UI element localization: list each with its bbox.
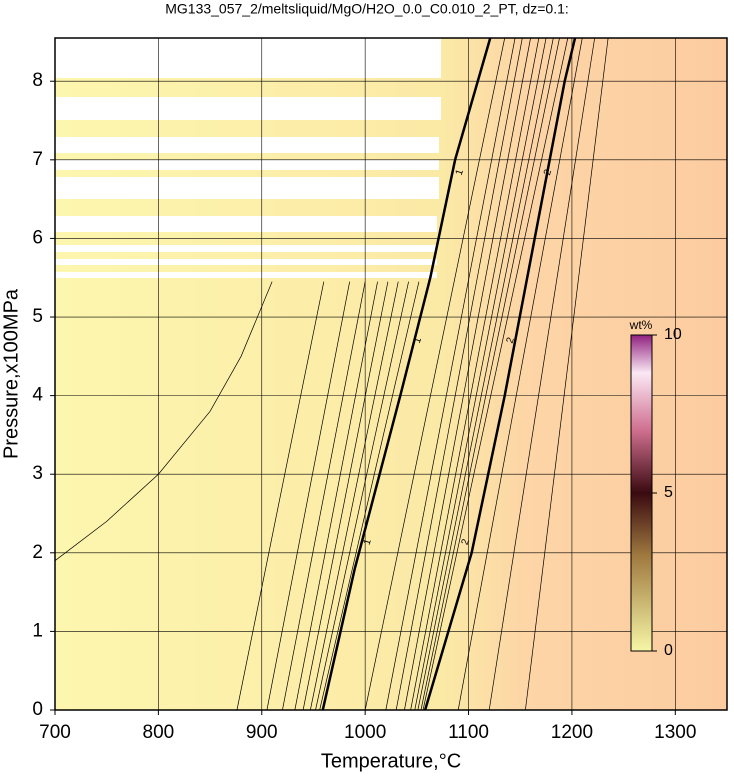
- plot-frame: [54, 37, 728, 711]
- x-tick-label: 1200: [551, 722, 593, 743]
- y-axis-label: Pressure,x100MPa: [0, 288, 22, 459]
- contour-line: [236, 281, 325, 711]
- y-tick-label: 1: [32, 620, 43, 641]
- contour-label: 2: [505, 336, 517, 345]
- x-tick-label: 900: [246, 722, 278, 743]
- contour-line: [319, 281, 420, 711]
- contour-line: [422, 37, 569, 711]
- x-tick-label: 1300: [654, 722, 696, 743]
- contour-line: [315, 281, 409, 711]
- contour-line: [282, 281, 366, 711]
- y-tick-label: 8: [32, 70, 43, 91]
- contour-line: [266, 281, 350, 711]
- contour-line: [423, 37, 577, 711]
- y-tick-label: 7: [32, 149, 43, 170]
- y-tick-label: 6: [32, 227, 43, 248]
- colorbar: [630, 334, 653, 652]
- contour-line: [385, 37, 516, 711]
- y-tick-label: 5: [32, 306, 43, 327]
- contour-label: 2: [542, 168, 554, 177]
- contour-line: [294, 281, 378, 711]
- y-tick-label: 4: [32, 385, 43, 406]
- x-tick-label: 1000: [344, 722, 386, 743]
- contour-label: 1: [362, 537, 374, 546]
- x-tick-label: 800: [143, 722, 175, 743]
- x-tick-label: 1100: [448, 722, 489, 743]
- contour-label: 2: [460, 537, 472, 546]
- contour-line: [404, 37, 531, 711]
- contour-line: [310, 281, 399, 711]
- contour-line: [525, 37, 609, 711]
- x-axis-label: Temperature,°C: [321, 750, 461, 772]
- contour-line: [395, 37, 523, 711]
- contour-line: [420, 37, 560, 711]
- contour-line: [410, 37, 540, 711]
- contour-line: [457, 37, 583, 711]
- colorbar-label: wt%: [629, 318, 653, 332]
- contour-label: 1: [412, 336, 424, 345]
- contour-line: [488, 37, 596, 711]
- y-tick-label: 2: [32, 542, 43, 563]
- colorbar-tick-label: 10: [664, 326, 682, 343]
- contour-line: [54, 281, 273, 561]
- y-tick-label: 0: [32, 699, 43, 720]
- contour-line: [302, 281, 389, 711]
- x-tick-label: 700: [39, 722, 71, 743]
- colorbar-tick-label: 5: [664, 484, 673, 501]
- contour-line: [364, 37, 506, 711]
- contour-label: 1: [454, 168, 466, 177]
- contour-line: [417, 37, 554, 711]
- contour-line: [414, 37, 547, 711]
- contour-line: [321, 37, 492, 711]
- colorbar-tick-label: 0: [664, 642, 673, 659]
- y-tick-label: 3: [32, 463, 43, 484]
- chart-title: MG133_057_2/meltsliquid/MgO/H2O_0.0_C0.0…: [165, 1, 569, 17]
- missing-region: [55, 38, 441, 278]
